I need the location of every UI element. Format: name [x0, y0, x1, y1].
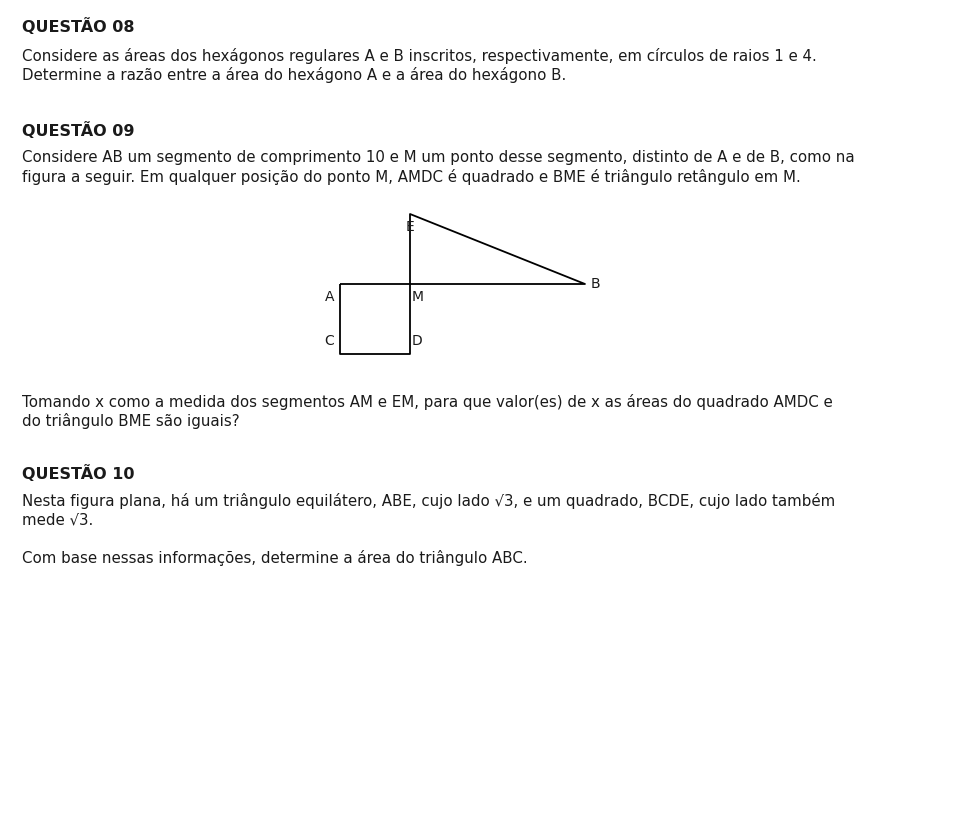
Text: Determine a razão entre a área do hexágono A e a área do hexágono B.: Determine a razão entre a área do hexágo… — [21, 67, 566, 83]
Text: QUESTÃO 08: QUESTÃO 08 — [21, 18, 135, 35]
Text: E: E — [405, 220, 414, 234]
Text: Considere AB um segmento de comprimento 10 e M um ponto desse segmento, distinto: Considere AB um segmento de comprimento … — [21, 150, 854, 165]
Text: do triângulo BME são iguais?: do triângulo BME são iguais? — [21, 413, 239, 429]
Text: Tomando x como a medida dos segmentos AM e EM, para que valor(es) de x as áreas : Tomando x como a medida dos segmentos AM… — [21, 394, 831, 410]
Text: B: B — [590, 277, 600, 291]
Text: figura a seguir. Em qualquer posição do ponto M, AMDC é quadrado e BME é triângu: figura a seguir. Em qualquer posição do … — [21, 169, 800, 185]
Text: Considere as áreas dos hexágonos regulares A e B inscritos, respectivamente, em : Considere as áreas dos hexágonos regular… — [21, 48, 816, 64]
Text: QUESTÃO 09: QUESTÃO 09 — [21, 122, 135, 139]
Text: mede √3.: mede √3. — [21, 512, 93, 527]
Text: A: A — [324, 290, 334, 304]
Text: Nesta figura plana, há um triângulo equilátero, ABE, cujo lado √3, e um quadrado: Nesta figura plana, há um triângulo equi… — [21, 493, 834, 509]
Text: M: M — [411, 290, 424, 304]
Text: Com base nessas informações, determine a área do triângulo ABC.: Com base nessas informações, determine a… — [21, 550, 527, 566]
Text: D: D — [411, 334, 422, 348]
Text: C: C — [324, 334, 334, 348]
Text: QUESTÃO 10: QUESTÃO 10 — [21, 465, 135, 482]
